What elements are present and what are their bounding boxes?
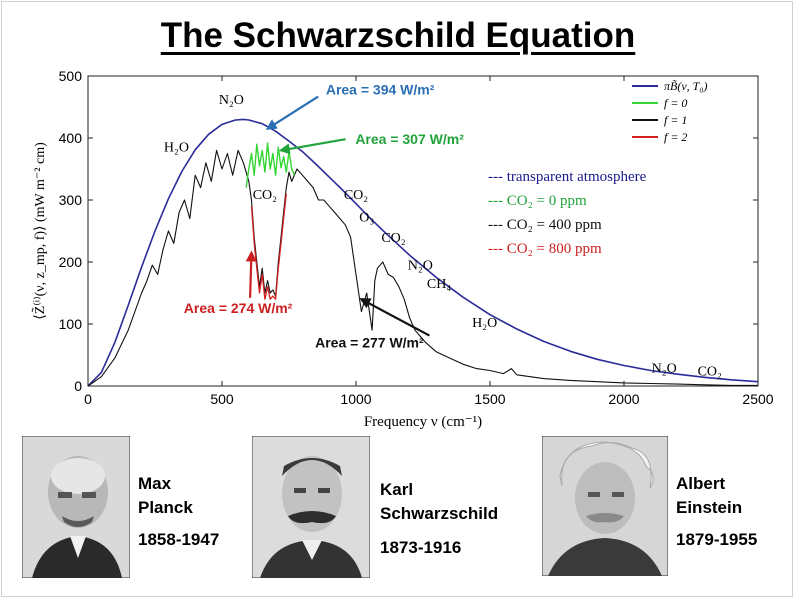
legend-label-2: f = 1 [664, 113, 687, 127]
atmosphere-legend-1: --- CO₂ = 0 ppm [488, 193, 587, 209]
x-tick-label-3: 1500 [474, 391, 505, 407]
series-line-2 [87, 149, 758, 387]
area-arrow-1 [278, 138, 346, 155]
series-line-1 [245, 142, 296, 188]
max-planck-portrait [22, 436, 130, 578]
x-tick-label-2: 1000 [340, 391, 371, 407]
planck-years: 1858-1947 [138, 530, 220, 549]
albert-einstein-portrait [542, 436, 668, 576]
karl-schwarzschild-portrait [252, 436, 370, 578]
slide-title: The Schwarzschild Equation [160, 16, 636, 55]
area-annotation-0: Area = 394 W/m² [326, 82, 435, 98]
x-tick-label-1: 500 [210, 391, 234, 407]
molecule-label-9: N₂O [652, 361, 677, 376]
einstein-name-line1: Albert [676, 474, 726, 493]
einstein-name: Albert Einstein [676, 472, 742, 520]
y-tick-label-1: 100 [59, 316, 83, 332]
einstein-years: 1879-1955 [676, 530, 758, 549]
molecule-label-0: N₂O [219, 93, 244, 108]
schwarzschild-name-line1: Karl [380, 480, 414, 499]
y-tick-label-0: 0 [74, 378, 82, 394]
plot-frame [87, 75, 759, 387]
series-line-0 [87, 118, 759, 387]
molecule-label-1: H₂O [164, 141, 189, 156]
molecule-label-5: CO₂ [381, 231, 405, 246]
schwarzschild-name: Karl Schwarzschild [380, 478, 498, 526]
y-tick-label-3: 300 [59, 192, 83, 208]
y-tick-label-2: 200 [59, 254, 83, 270]
legend-label-0: πB̃(ν, T₀) [664, 79, 708, 93]
legend-label-1: f = 0 [664, 96, 687, 110]
x-tick-label-5: 2500 [742, 391, 773, 407]
area-annotation-2: Area = 274 W/m² [184, 300, 293, 316]
series-line-3 [250, 193, 287, 300]
molecule-label-6: N₂O [408, 258, 433, 273]
schwarzschild-years: 1873-1916 [380, 538, 462, 557]
y-axis-label: ⟨Z̃⁽ⁱ⁾(ν, z_mp, f)⟩ (mW m⁻² cm) [31, 142, 48, 320]
planck-name: Max Planck [138, 472, 193, 520]
area-annotation-1: Area = 307 W/m² [355, 131, 464, 147]
molecule-label-2: CO₂ [253, 188, 277, 203]
planck-name-line1: Max [138, 474, 172, 493]
y-tick-label-5: 500 [59, 68, 83, 84]
x-tick-label-0: 0 [84, 391, 92, 407]
molecule-label-3: CO₂ [344, 188, 368, 203]
molecule-label-4: O₃ [359, 211, 374, 226]
atmosphere-legend-2: --- CO₂ = 400 ppm [488, 217, 602, 233]
x-tick-label-4: 2000 [608, 391, 639, 407]
einstein-name-line2: Einstein [676, 498, 743, 517]
area-arrow-2 [245, 250, 257, 298]
atmosphere-legend-0: --- transparent atmosphere [488, 169, 647, 185]
area-annotation-3: Area = 277 W/m² [315, 335, 424, 351]
area-arrow-3 [359, 298, 430, 337]
molecule-label-10: CO₂ [698, 364, 722, 379]
molecule-label-8: H₂O [472, 316, 497, 331]
atmosphere-legend-3: --- CO₂ = 800 ppm [488, 241, 602, 257]
y-tick-label-4: 400 [59, 130, 83, 146]
planck-name-line2: Planck [138, 498, 193, 517]
schwarzschild-name-line2: Schwarzschild [380, 504, 499, 523]
schwarzschild-chart: 0 500 1000 1500 2000 2500 0 100 200 300 400 500 Freq… [31, 68, 774, 430]
area-arrow-0 [265, 95, 319, 130]
molecule-label-7: CH₄ [427, 277, 451, 292]
legend-label-3: f = 2 [664, 130, 687, 144]
x-axis-label: Frequency ν (cm⁻¹) [364, 414, 482, 430]
